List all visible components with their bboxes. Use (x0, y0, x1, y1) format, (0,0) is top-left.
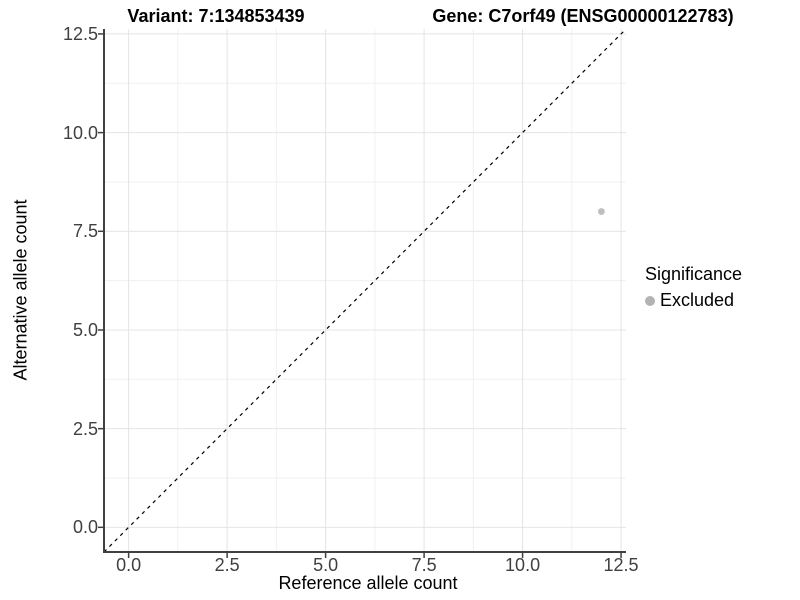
x-tick-label: 7.5 (411, 555, 437, 575)
y-axis-title: Alternative allele count (10, 199, 31, 381)
x-tick-label: 2.5 (214, 555, 240, 575)
gene-title: Gene: C7orf49 (ENSG00000122783) (432, 6, 734, 26)
legend: Significance Excluded (645, 264, 742, 311)
identity-dashed-line (103, 28, 627, 553)
legend-title: Significance (645, 264, 743, 284)
excluded-point-swatch (645, 295, 655, 306)
legend-item-label: Excluded (660, 290, 735, 310)
x-tick-label: 0.0 (116, 555, 142, 575)
y-tick-label: 10.0 (62, 122, 98, 143)
y-tick-label: 12.5 (62, 23, 98, 44)
y-tick-label: 5.0 (72, 319, 98, 340)
x-axis-title: Reference allele count (278, 573, 458, 593)
y-tick-label: 7.5 (72, 221, 98, 242)
x-tick-label: 5.0 (313, 555, 339, 575)
y-tick-label: 2.5 (72, 418, 98, 439)
x-tick-label: 10.0 (505, 555, 541, 575)
y-tick-label: 0.0 (72, 517, 98, 538)
data-point (597, 208, 605, 215)
variant-title: Variant: 7:134853439 (127, 6, 305, 26)
legend-item-excluded: Excluded (645, 290, 742, 311)
x-tick-label: 12.5 (603, 555, 639, 575)
